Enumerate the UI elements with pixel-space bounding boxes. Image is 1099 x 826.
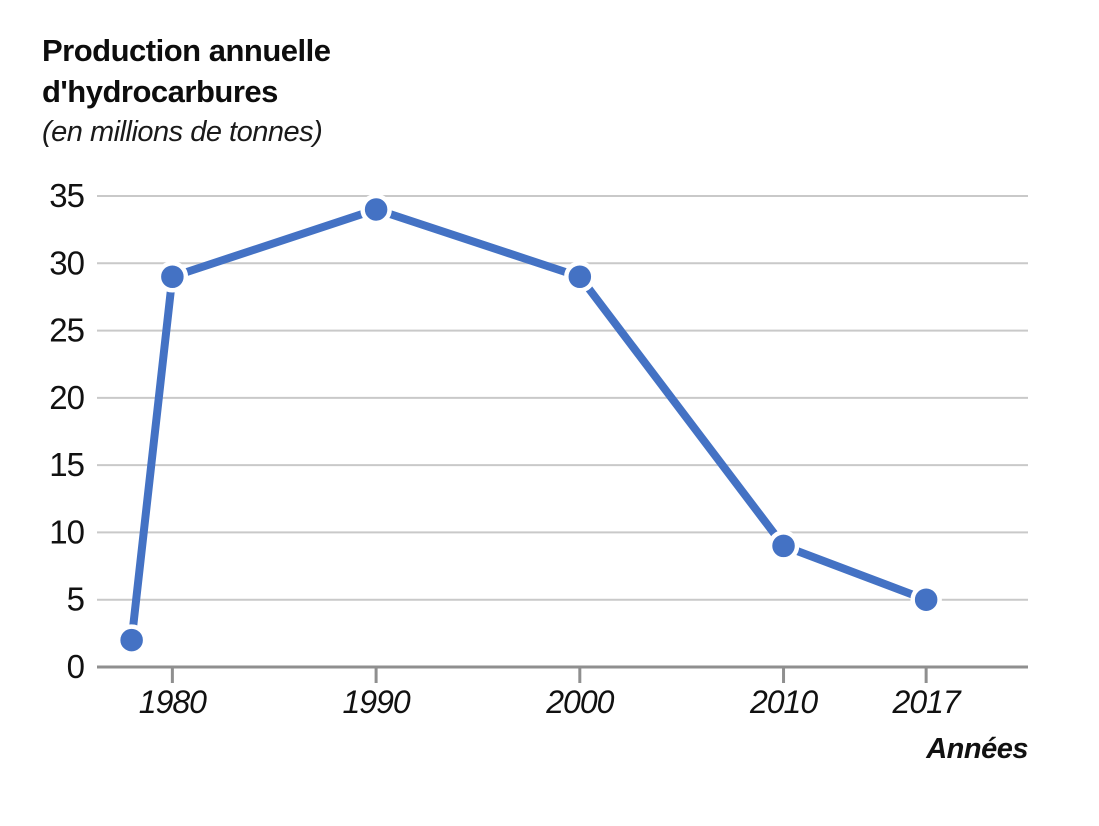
chart-header: Production annuelle d'hydrocarbures (en … <box>42 30 331 152</box>
y-tick-label: 5 <box>67 581 84 618</box>
chart-subtitle: (en millions de tonnes) <box>42 116 323 148</box>
chart-title-line2: d'hydrocarbures <box>42 74 278 109</box>
data-point <box>767 530 800 562</box>
x-tick-label: 1990 <box>343 684 411 720</box>
data-point <box>910 583 942 616</box>
data-point <box>115 624 148 656</box>
chart-title-line1: Production annuelle <box>42 33 331 68</box>
x-tick-label: 2010 <box>749 684 818 720</box>
y-tick-label: 20 <box>49 379 84 416</box>
y-tick-label: 30 <box>49 244 84 281</box>
y-tick-label: 35 <box>49 177 84 214</box>
y-tick-label: 25 <box>49 312 84 349</box>
y-tick-label: 10 <box>49 513 84 550</box>
x-tick-label: 2017 <box>892 684 962 720</box>
x-axis-title: Années <box>925 733 1028 765</box>
data-point <box>360 193 392 226</box>
data-point <box>156 260 189 293</box>
data-line <box>127 205 931 645</box>
y-tick-label: 15 <box>49 446 84 483</box>
x-tick-label: 2000 <box>545 684 614 720</box>
data-point <box>564 260 596 293</box>
y-tick-label: 0 <box>67 648 85 685</box>
x-tick-label: 1980 <box>139 684 207 720</box>
